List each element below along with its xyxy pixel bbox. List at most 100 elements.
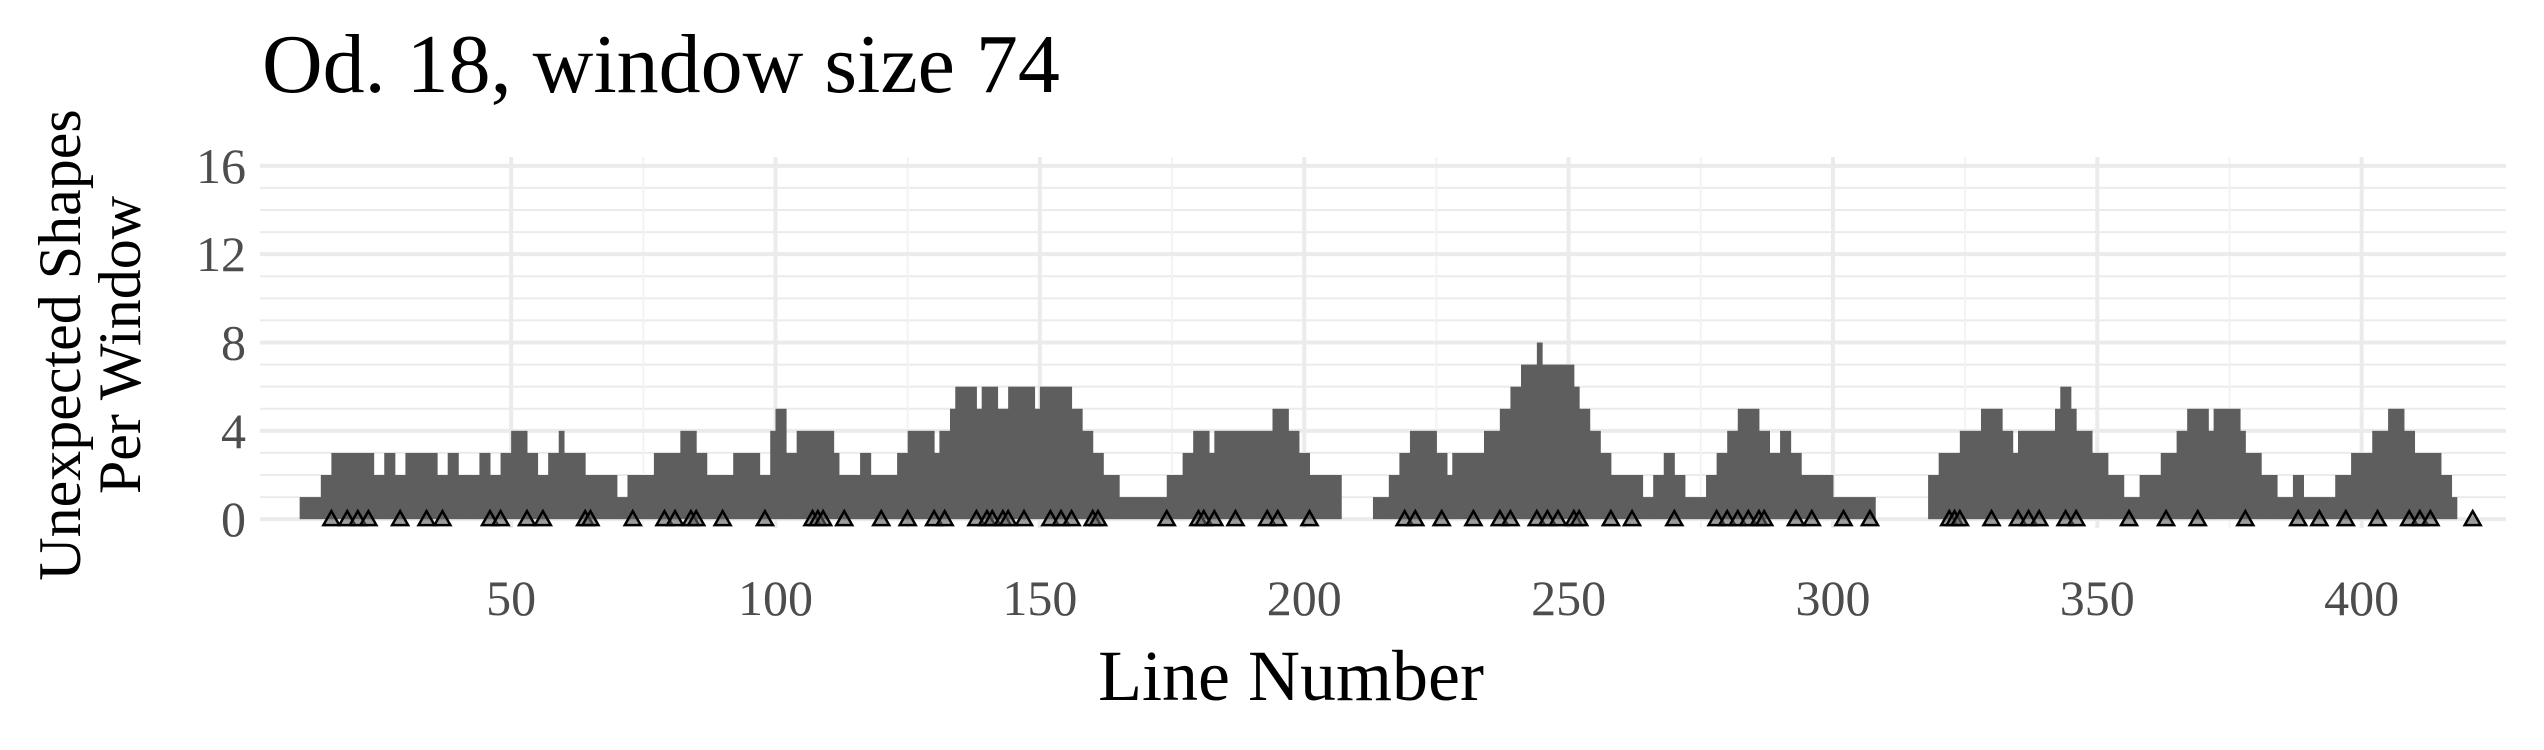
step-bar bbox=[1193, 430, 1210, 520]
step-bar bbox=[907, 430, 935, 520]
triangle-marker bbox=[1500, 508, 1521, 527]
triangle-marker bbox=[1754, 508, 1775, 527]
step-bar bbox=[1034, 408, 1041, 520]
x-tick-label: 150 bbox=[1002, 570, 1077, 626]
step-bar bbox=[2187, 408, 2209, 520]
triangle-marker bbox=[580, 508, 601, 527]
triangle-marker bbox=[1087, 508, 1109, 527]
triangle-marker bbox=[1156, 508, 1177, 527]
step-bar bbox=[2017, 430, 2056, 520]
step-bar bbox=[1589, 430, 1601, 520]
triangle-marker bbox=[1600, 508, 1622, 527]
step-bar bbox=[1663, 452, 1675, 520]
step-bar bbox=[1399, 452, 1411, 520]
triangle-marker bbox=[1204, 508, 1225, 527]
step-bar bbox=[2208, 430, 2215, 520]
step-bar bbox=[860, 452, 872, 520]
step-bar bbox=[2107, 475, 2125, 520]
step-bar bbox=[2012, 452, 2019, 520]
step-bar bbox=[1542, 364, 1575, 520]
step-bar bbox=[2139, 475, 2162, 520]
step-bar bbox=[1642, 497, 1654, 520]
step-bar bbox=[786, 452, 798, 520]
triangle-marker bbox=[432, 508, 453, 527]
step-bar bbox=[2076, 430, 2093, 520]
step-bar bbox=[1780, 430, 1792, 520]
step-bar bbox=[1706, 475, 1718, 520]
x-tick-label: 300 bbox=[1795, 570, 1870, 626]
triangle-marker bbox=[2288, 508, 2309, 527]
step-bar bbox=[489, 475, 502, 520]
step-bar bbox=[564, 452, 586, 520]
step-bar bbox=[384, 452, 396, 520]
step-bar bbox=[1436, 452, 1448, 520]
step-bar bbox=[1483, 430, 1501, 520]
step-bar bbox=[1039, 386, 1073, 520]
step-bar bbox=[437, 475, 449, 520]
step-bar bbox=[733, 452, 761, 520]
step-bar bbox=[1214, 430, 1273, 520]
triangle-marker bbox=[1949, 508, 1970, 527]
step-bar bbox=[2414, 452, 2442, 520]
step-bar bbox=[838, 475, 861, 520]
step-bar bbox=[2160, 452, 2178, 520]
step-bar bbox=[897, 452, 909, 520]
step-bar bbox=[1182, 452, 1194, 520]
step-bar bbox=[833, 452, 840, 520]
step-bar bbox=[1928, 475, 1940, 520]
triangle-marker bbox=[1785, 508, 1807, 527]
triangle-marker bbox=[1981, 508, 2002, 527]
triangle-marker bbox=[622, 508, 643, 527]
step-bar bbox=[870, 475, 898, 520]
x-tick-label: 100 bbox=[738, 570, 813, 626]
triangle-marker bbox=[1568, 508, 1590, 527]
triangle-marker bbox=[1431, 508, 1452, 527]
step-bar bbox=[1082, 430, 1094, 520]
step-bar bbox=[2388, 408, 2405, 520]
triangle-marker bbox=[1267, 508, 1288, 527]
step-bar bbox=[955, 386, 977, 520]
triangle-marker bbox=[516, 508, 538, 527]
step-bar bbox=[394, 475, 406, 520]
x-tick-label: 400 bbox=[2324, 570, 2399, 626]
chart-title: Od. 18, window size 74 bbox=[262, 18, 1060, 111]
triangle-marker bbox=[532, 508, 554, 527]
step-bar bbox=[696, 452, 708, 520]
triangle-marker bbox=[416, 508, 437, 527]
triangle-marker bbox=[2462, 508, 2483, 527]
step-bar bbox=[2092, 452, 2109, 520]
triangle-marker bbox=[712, 508, 733, 527]
step-bar bbox=[1452, 452, 1485, 520]
step-bar bbox=[1103, 475, 1120, 520]
step-bar bbox=[1520, 364, 1538, 520]
step-bar bbox=[1769, 452, 1781, 520]
triangle-marker bbox=[754, 508, 776, 527]
step-bar bbox=[2372, 430, 2389, 520]
step-bar bbox=[299, 497, 322, 520]
triangle-marker bbox=[2187, 508, 2208, 527]
step-bar bbox=[2213, 408, 2241, 520]
step-bar bbox=[1716, 452, 1728, 520]
step-bar bbox=[1959, 430, 1982, 520]
grid bbox=[260, 157, 2506, 528]
step-bar bbox=[2245, 452, 2262, 520]
triangle-marker bbox=[2028, 508, 2050, 527]
triangle-marker bbox=[1833, 508, 1854, 527]
triangle-marker bbox=[2309, 508, 2330, 527]
triangle-marker bbox=[2367, 508, 2388, 527]
triangle-marker bbox=[1299, 508, 1320, 527]
step-bar bbox=[548, 452, 560, 520]
step-bar bbox=[1166, 475, 1184, 520]
step-bar bbox=[1119, 497, 1168, 520]
step-bar bbox=[1579, 408, 1591, 520]
step-bar bbox=[511, 430, 528, 520]
triangle-marker bbox=[358, 508, 379, 527]
step-bar bbox=[1510, 386, 1522, 520]
y-tick-label: 12 bbox=[196, 226, 246, 282]
step-bar bbox=[949, 408, 956, 520]
step-bar bbox=[616, 497, 628, 520]
triangle-marker bbox=[1463, 508, 1484, 527]
triangle-marker bbox=[1013, 508, 1035, 527]
